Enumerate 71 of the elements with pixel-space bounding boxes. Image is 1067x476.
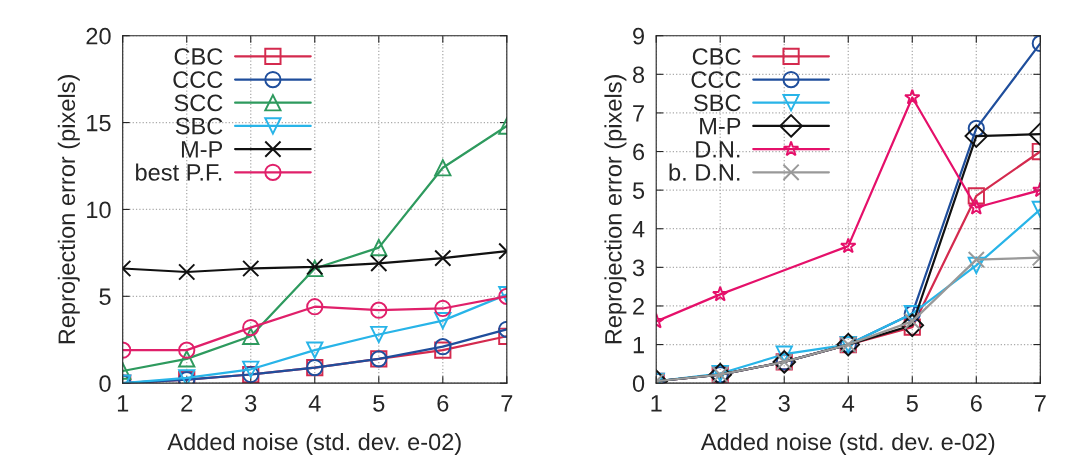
y-tick-label: 8 <box>632 66 645 84</box>
legend-label: D.N. <box>696 141 740 158</box>
point <box>434 312 452 330</box>
y-tick-label: 5 <box>99 288 111 306</box>
point <box>178 341 196 359</box>
x-tick-label: 5 <box>906 395 918 412</box>
x-tick-label: 3 <box>778 394 790 412</box>
legend-label: CBC <box>174 48 223 65</box>
legend-label: SBC <box>175 117 223 135</box>
y-tick-label: 0 <box>99 375 111 392</box>
x-tick-label: 6 <box>970 394 982 412</box>
point <box>964 124 989 148</box>
point <box>904 88 921 105</box>
y-tick-label: 1 <box>633 336 644 354</box>
point <box>306 298 324 316</box>
y-tick-label: 4 <box>632 221 645 238</box>
y-axis-title: Reprojection error (pixels) <box>57 75 80 344</box>
y-tick-label: 7 <box>633 105 644 122</box>
y-tick-label: 9 <box>633 27 644 45</box>
y-tick-label: 3 <box>632 259 645 277</box>
point <box>178 350 196 368</box>
point <box>370 254 388 272</box>
point <box>306 341 324 359</box>
x-tick-label: 1 <box>117 395 129 412</box>
x-tick-label: 5 <box>373 395 385 412</box>
point <box>434 299 452 318</box>
point <box>242 327 260 345</box>
x-tick-label: 6 <box>437 394 449 412</box>
point <box>370 239 388 257</box>
legend-label: M-P <box>181 141 223 158</box>
legend-label: b. D.N. <box>669 163 740 181</box>
x-tick-label: 7 <box>501 395 513 412</box>
point <box>242 259 260 278</box>
point <box>840 237 857 254</box>
point <box>242 318 260 337</box>
x-tick-label: 1 <box>651 395 662 412</box>
point <box>434 249 452 267</box>
legend-label: best P.F. <box>136 163 222 181</box>
y-tick-label: 10 <box>87 201 111 219</box>
legend-label: M-P <box>700 117 741 135</box>
x-tick-label: 4 <box>308 395 321 412</box>
y-tick-label: 15 <box>87 114 111 132</box>
point <box>968 198 985 215</box>
legend-label: SBC <box>694 94 741 112</box>
y-tick-label: 20 <box>86 27 111 45</box>
y-tick-label: 5 <box>632 182 645 199</box>
x-axis-title: Added noise (std. dev. e-02) <box>167 432 461 455</box>
y-tick-label: 6 <box>633 143 645 161</box>
x-tick-label: 2 <box>714 394 726 412</box>
x-axis-title: Added noise (std. dev. e-02) <box>700 432 995 455</box>
point <box>967 187 985 205</box>
point <box>434 159 452 177</box>
point <box>711 285 729 302</box>
legend-label: CCC <box>173 71 223 89</box>
legend-label: CCC <box>691 71 741 89</box>
point <box>967 256 985 275</box>
x-tick-label: 2 <box>181 394 193 412</box>
y-axis-title: Reprojection error (pixels) <box>604 75 627 344</box>
x-tick-label: 4 <box>842 395 855 412</box>
legend-label: CBC <box>692 48 741 65</box>
point <box>900 313 925 338</box>
point <box>178 263 196 281</box>
x-tick-label: 7 <box>1034 395 1046 412</box>
point <box>967 251 985 269</box>
legend-label: SCC <box>174 94 223 112</box>
y-tick-label: 0 <box>632 375 645 392</box>
point <box>370 325 388 344</box>
point <box>242 360 260 378</box>
y-tick-label: 2 <box>633 298 644 315</box>
point <box>370 301 388 319</box>
x-tick-label: 3 <box>245 394 257 412</box>
